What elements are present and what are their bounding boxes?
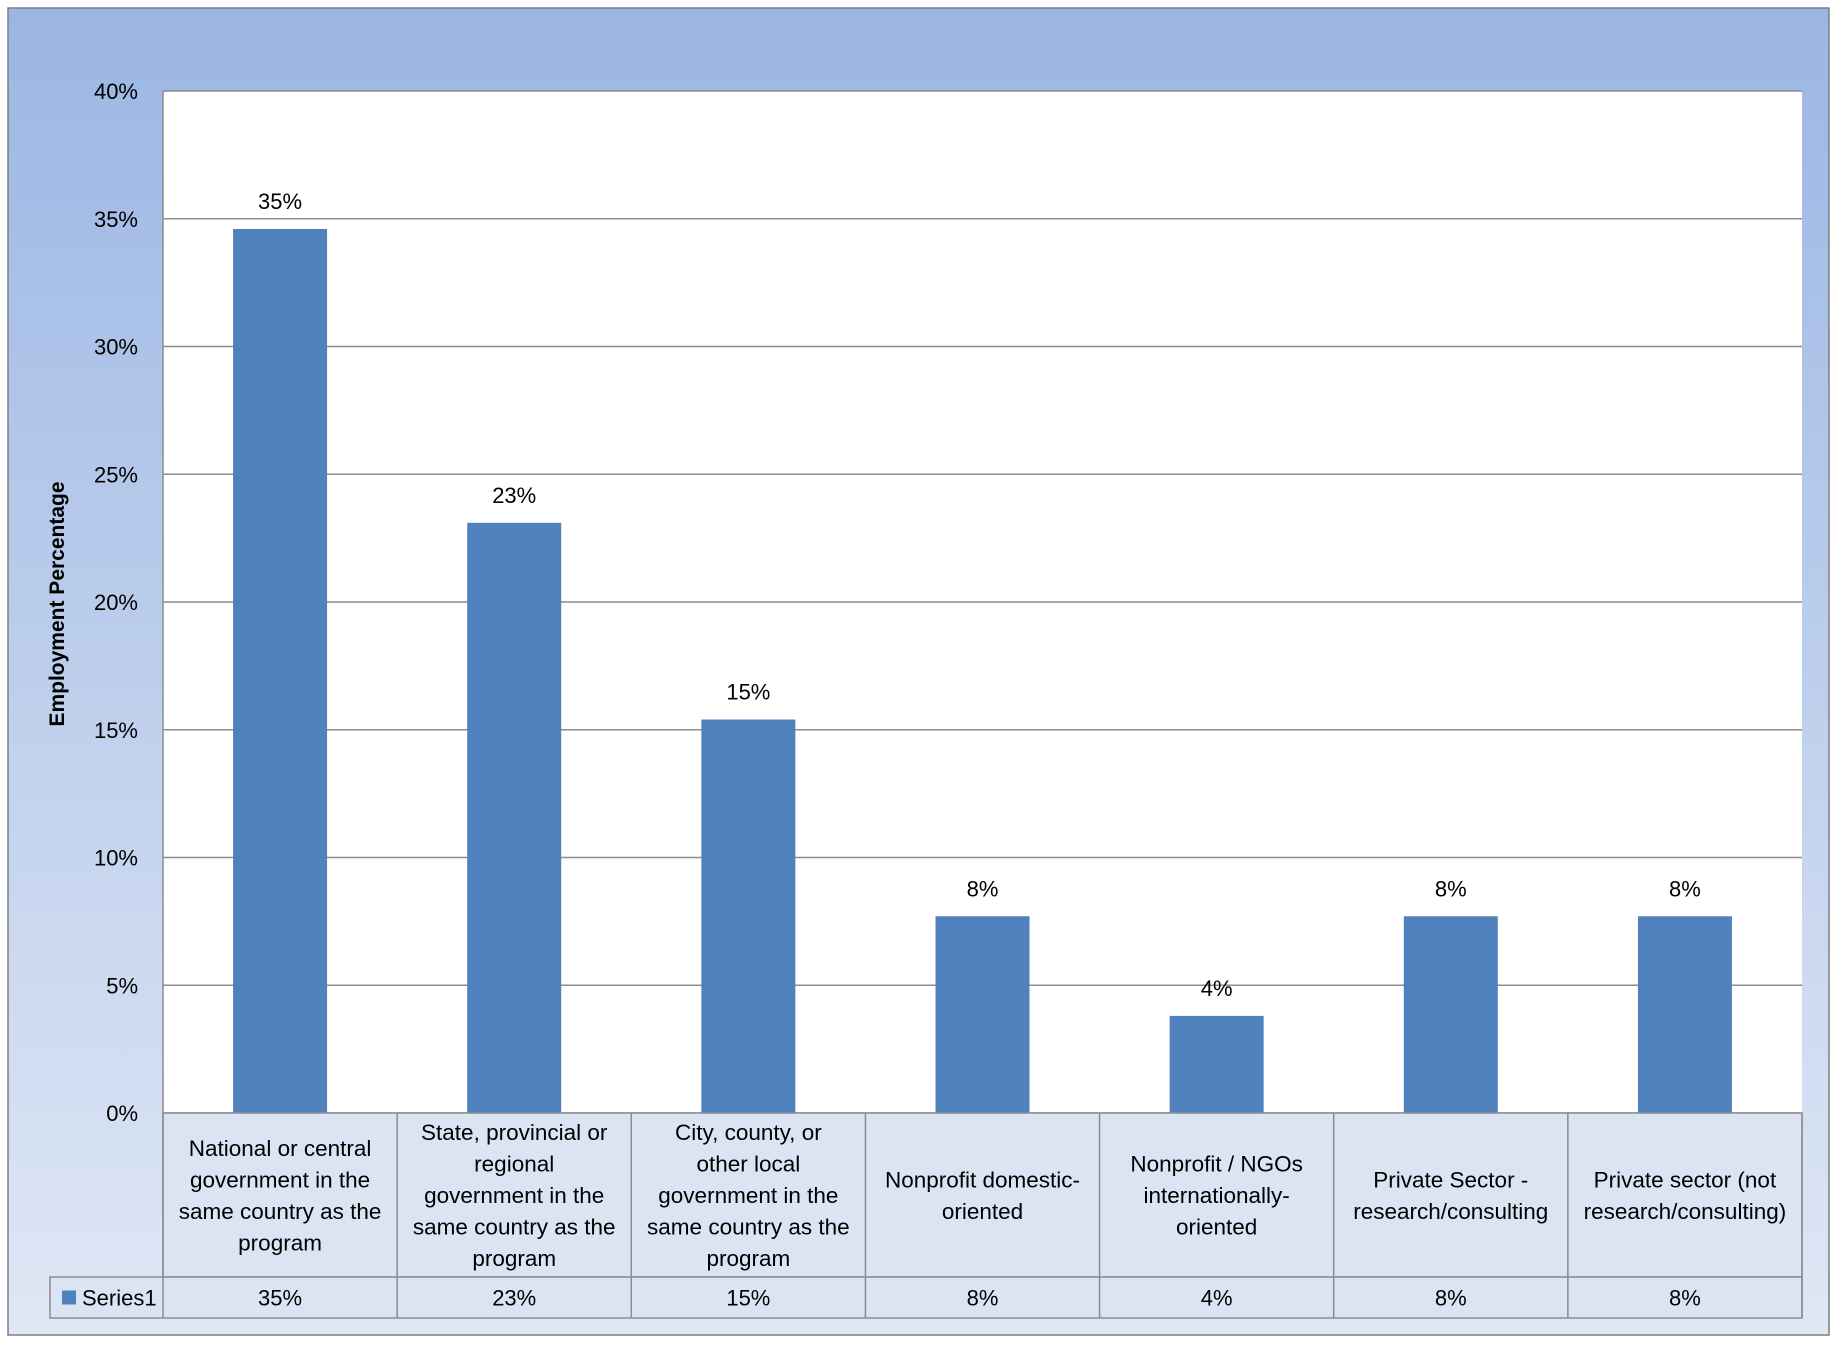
y-axis-title: Employment Percentage	[46, 481, 69, 726]
category-label: City, county, or other local government in…	[647, 1120, 850, 1271]
series-row	[49, 1276, 1803, 1319]
data-labels: 35% 23% 15% 8% 4% 8% 8%	[258, 189, 1701, 1001]
category-label: Nonprofit domestic-oriented	[885, 1167, 1080, 1224]
category-label: Nonprofit / NGOs internationally-oriented	[1130, 1152, 1303, 1240]
data-label: 8%	[967, 876, 999, 901]
data-label: 8%	[1669, 876, 1701, 901]
data-label: 15%	[726, 680, 770, 705]
y-tick-label: 40%	[94, 79, 138, 104]
bar	[701, 719, 796, 1113]
y-tick-label: 35%	[94, 207, 138, 232]
table-value: 8%	[967, 1286, 999, 1311]
y-tick-label: 5%	[106, 973, 138, 998]
category-label: Private Sector -research/consulting	[1353, 1167, 1548, 1224]
data-label: 8%	[1435, 876, 1467, 901]
y-axis-ticks: 0% 5% 10% 15% 20% 25% 30% 35% 40%	[94, 79, 138, 1126]
table-value: 15%	[726, 1286, 770, 1311]
category-label: State, provincial or regional government i…	[413, 1120, 616, 1271]
data-label: 4%	[1201, 976, 1233, 1001]
data-label: 35%	[258, 189, 302, 214]
legend-label: Series1	[82, 1286, 157, 1311]
table-value: 4%	[1201, 1286, 1233, 1311]
y-tick-label: 25%	[94, 462, 138, 487]
bar	[233, 228, 328, 1114]
bar	[1169, 1015, 1264, 1113]
table-value: 35%	[258, 1286, 302, 1311]
legend-key	[62, 1290, 76, 1305]
bar	[467, 522, 562, 1113]
bar	[1403, 916, 1498, 1113]
y-tick-label: 15%	[94, 718, 138, 743]
bars	[233, 228, 1732, 1114]
data-label: 23%	[492, 483, 536, 508]
category-label: Private sector (not research/consulting)	[1584, 1167, 1787, 1224]
table-value: 8%	[1435, 1286, 1467, 1311]
category-row	[162, 1112, 1803, 1278]
gridlines	[162, 90, 1802, 1114]
y-tick-label: 20%	[94, 590, 138, 615]
y-tick-label: 0%	[106, 1101, 138, 1126]
y-tick-label: 30%	[94, 335, 138, 360]
category-label: National or central government in the same…	[179, 1136, 382, 1256]
data-table: National or central government in the same…	[49, 1112, 1803, 1319]
bar	[935, 916, 1030, 1113]
table-value: 23%	[492, 1286, 536, 1311]
y-tick-label: 10%	[94, 846, 138, 871]
table-value: 8%	[1669, 1286, 1701, 1311]
bar	[1637, 916, 1732, 1113]
